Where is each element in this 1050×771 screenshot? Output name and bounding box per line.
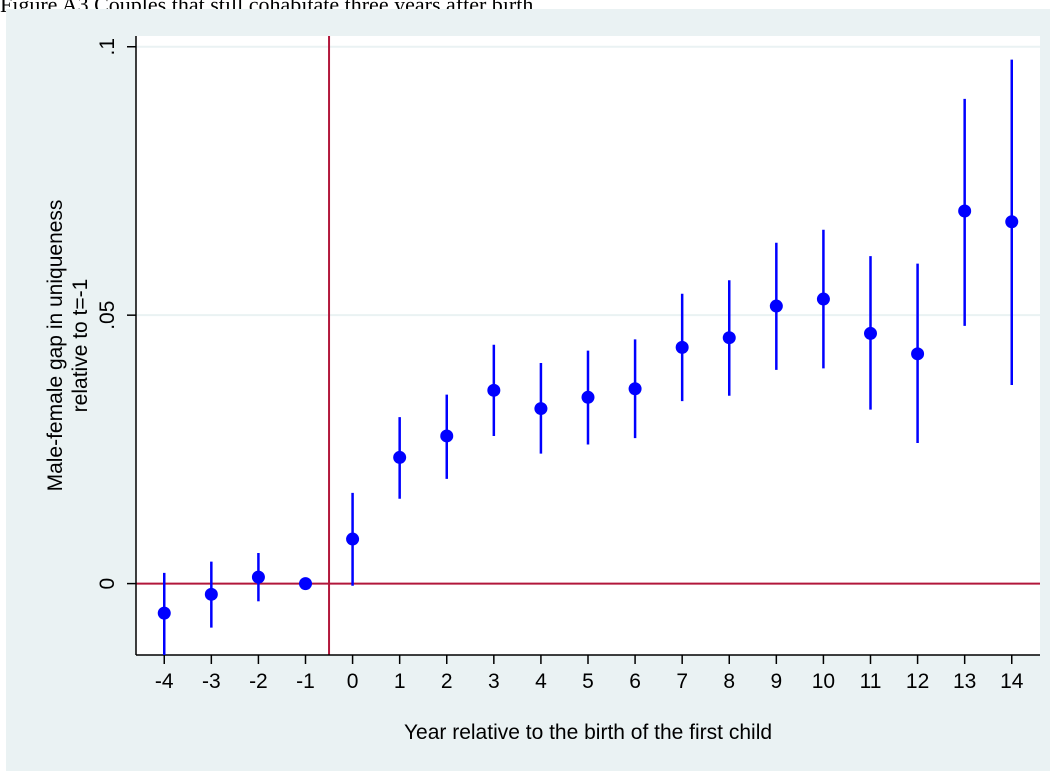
data-point <box>864 326 877 340</box>
x-tick-label: 2 <box>441 670 453 693</box>
data-point <box>393 450 407 464</box>
x-tick-label: 13 <box>953 670 976 693</box>
x-tick-label: 6 <box>629 670 641 693</box>
x-tick-label: 5 <box>582 670 594 693</box>
data-point <box>299 577 312 591</box>
x-tick-label: 10 <box>812 670 835 693</box>
data-point <box>204 587 218 601</box>
data-point <box>346 532 360 546</box>
plot-area <box>136 36 1040 655</box>
x-axis: -4 -3 -2 -1 0 1 2 3 4 5 6 7 8 9 10 11 12 13 14 <box>136 654 1040 693</box>
y-tick-label: .05 <box>96 301 119 330</box>
y-axis-title-line-2: relative to t=-1 <box>69 279 92 413</box>
y-axis: 0 .05 .1 <box>96 36 137 655</box>
x-tick-label: 14 <box>1000 670 1024 693</box>
x-tick-label: -2 <box>249 670 268 693</box>
data-point <box>1005 215 1019 229</box>
gridlines <box>136 45 1040 317</box>
data-point <box>769 299 783 313</box>
data-point <box>628 382 642 396</box>
data-point <box>440 429 454 443</box>
x-tick-label: 1 <box>394 670 406 693</box>
y-tick-label: 0 <box>96 578 119 590</box>
data-point <box>157 606 171 620</box>
data-point <box>487 383 501 397</box>
data-point <box>581 390 595 404</box>
x-tick-label: 12 <box>906 670 929 693</box>
data-point <box>675 340 689 354</box>
data-point <box>958 204 972 218</box>
x-tick-label: 0 <box>347 670 359 693</box>
x-tick-label: 4 <box>535 670 547 693</box>
series-points <box>157 59 1019 655</box>
data-point <box>911 347 925 361</box>
x-tick-label: 9 <box>770 670 782 693</box>
x-tick-label: 3 <box>488 670 500 693</box>
x-tick-label: 11 <box>860 670 882 693</box>
data-point <box>534 402 548 416</box>
x-tick-label: -3 <box>202 670 221 693</box>
x-tick-label: 8 <box>723 670 735 693</box>
data-point <box>251 570 265 584</box>
y-axis-title-line-1: Male-female gap in uniqueness <box>44 200 67 492</box>
x-tick-label: -4 <box>155 670 174 693</box>
x-axis-title: Year relative to the birth of the first … <box>404 721 772 744</box>
x-tick-label: 7 <box>676 670 688 693</box>
reference-lines <box>136 36 1040 655</box>
x-tick-label: -1 <box>296 670 315 693</box>
data-point <box>816 292 830 306</box>
data-point <box>722 331 736 345</box>
y-tick-label: .1 <box>96 38 119 56</box>
